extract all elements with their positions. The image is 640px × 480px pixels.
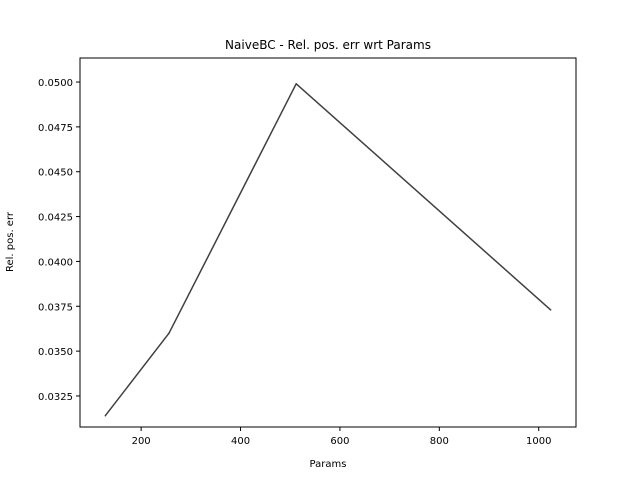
y-tick-label: 0.0475: [38, 123, 73, 134]
y-tick-label: 0.0375: [38, 302, 73, 313]
x-tick-label: 200: [132, 436, 151, 447]
x-axis-label: Params: [310, 459, 347, 470]
data-point: [295, 83, 297, 85]
x-tick-label: 800: [430, 436, 449, 447]
data-point: [549, 309, 552, 311]
series-line: [104, 83, 552, 417]
chart-title: NaiveBC - Rel. pos. err wrt Params: [225, 38, 431, 52]
y-tick-label: 0.0425: [38, 213, 73, 224]
x-tick-label: 1000: [526, 436, 551, 447]
y-tick-label: 0.0450: [38, 168, 73, 179]
data-point: [104, 414, 107, 417]
plot-area: [79, 57, 577, 428]
x-tick-label: 400: [231, 436, 250, 447]
series-layer: [104, 83, 552, 417]
x-tick-label: 600: [330, 436, 349, 447]
y-axis-label: Rel. pos. err: [5, 211, 16, 272]
data-point: [168, 332, 170, 334]
y-tick-label: 0.0350: [38, 347, 73, 358]
y-axis: 0.0325 0.0350 0.0375 0.0400 0.0425 0.0450 0.04…: [38, 78, 80, 403]
y-tick-label: 0.0500: [38, 78, 73, 89]
y-tick-label: 0.0400: [38, 257, 73, 268]
y-tick-label: 0.0325: [38, 392, 73, 403]
x-axis: 200 400 600 800 1000: [132, 427, 551, 447]
